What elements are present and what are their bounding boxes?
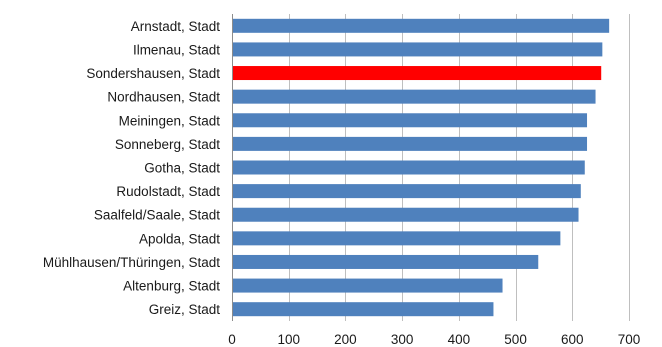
x-tick-label: 400 — [448, 332, 471, 347]
category-label: Gotha, Stadt — [144, 161, 220, 176]
x-tick-label: 600 — [561, 332, 584, 347]
category-label: Ilmenau, Stadt — [133, 42, 220, 57]
x-tick-label: 300 — [391, 332, 414, 347]
bar — [232, 18, 610, 33]
category-label: Greiz, Stadt — [149, 302, 221, 317]
category-label: Sonneberg, Stadt — [115, 137, 220, 152]
bar — [232, 136, 588, 151]
x-tick-labels: 0 100 200 300 400 500 600 700 — [228, 332, 640, 347]
bar — [232, 254, 539, 269]
x-tick-label: 100 — [277, 332, 300, 347]
bar — [232, 278, 503, 293]
category-label: Altenburg, Stadt — [123, 279, 220, 294]
category-label: Sondershausen, Stadt — [86, 66, 220, 81]
bar — [232, 89, 596, 104]
bar — [232, 113, 588, 128]
category-label: Meiningen, Stadt — [119, 113, 221, 128]
bar-highlighted — [232, 66, 602, 81]
bar — [232, 184, 581, 199]
category-label: Arnstadt, Stadt — [131, 19, 221, 34]
category-label: Mühlhausen/Thüringen, Stadt — [43, 255, 220, 270]
category-label: Nordhausen, Stadt — [107, 90, 220, 105]
x-tick-label: 700 — [618, 332, 641, 347]
bar — [232, 231, 561, 246]
bar — [232, 302, 494, 317]
x-tick-label: 0 — [228, 332, 236, 347]
bars — [232, 18, 610, 317]
bar — [232, 42, 603, 57]
category-labels: Arnstadt, Stadt Ilmenau, Stadt Sondershaus… — [43, 19, 220, 317]
x-tick-label: 200 — [334, 332, 357, 347]
category-label: Apolda, Stadt — [139, 231, 220, 246]
category-label: Rudolstadt, Stadt — [116, 184, 220, 199]
bar — [232, 160, 585, 175]
bar — [232, 207, 579, 222]
x-tick-label: 500 — [504, 332, 527, 347]
category-label: Saalfeld/Saale, Stadt — [94, 208, 220, 223]
